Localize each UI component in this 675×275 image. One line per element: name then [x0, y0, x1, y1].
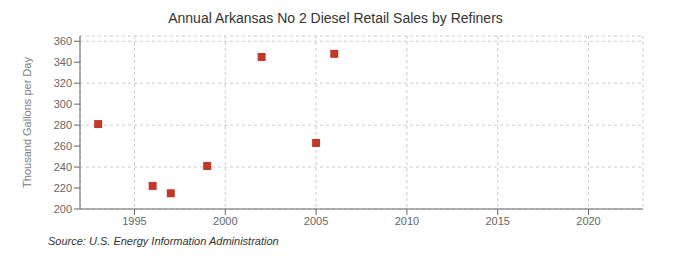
svg-text:300: 300 [54, 98, 72, 110]
svg-text:2020: 2020 [576, 215, 600, 227]
svg-text:200: 200 [54, 203, 72, 215]
svg-text:340: 340 [54, 56, 72, 68]
svg-text:Thousand Gallons per Day: Thousand Gallons per Day [21, 57, 33, 188]
html-text:Source: U.S. Energy Informatio: Source: U.S. Energy Information Administ… [48, 235, 279, 247]
svg-text:2000: 2000 [213, 215, 237, 227]
svg-text:2005: 2005 [304, 215, 328, 227]
svg-text:260: 260 [54, 140, 72, 152]
svg-text:360: 360 [54, 35, 72, 47]
html-text:Annual Arkansas No 2 Diesel Re: Annual Arkansas No 2 Diesel Retail Sales… [168, 10, 503, 26]
svg-text:1995: 1995 [122, 215, 146, 227]
svg-text:2015: 2015 [485, 215, 509, 227]
svg-text:320: 320 [54, 77, 72, 89]
svg-text:240: 240 [54, 161, 72, 173]
svg-text:280: 280 [54, 119, 72, 131]
svg-text:2010: 2010 [395, 215, 419, 227]
svg-text:220: 220 [54, 182, 72, 194]
